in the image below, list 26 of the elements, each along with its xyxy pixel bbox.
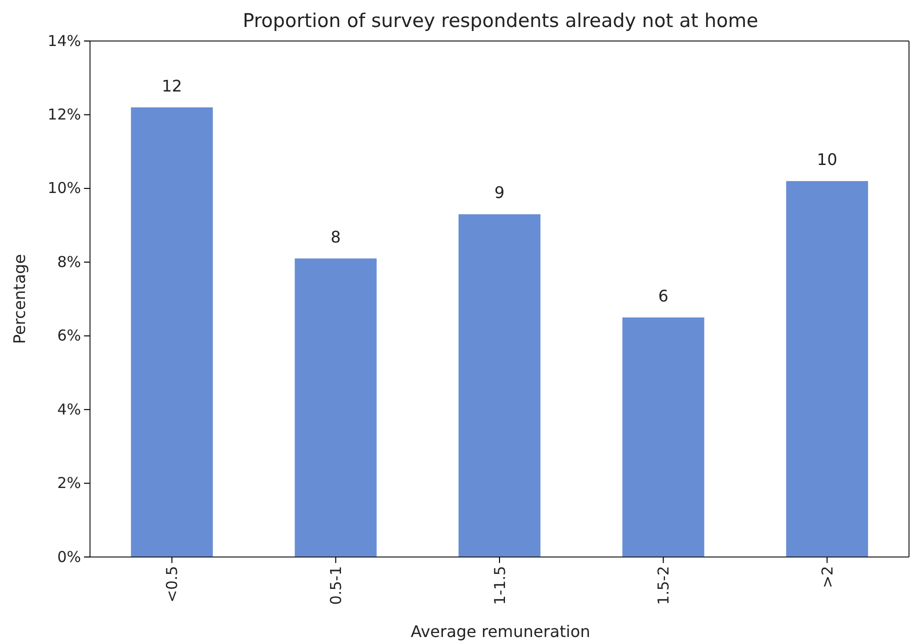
bar (622, 317, 704, 557)
x-tick-label: 0.5-1 (326, 566, 345, 605)
bar (130, 107, 213, 557)
x-tick-label: >2 (818, 566, 836, 588)
y-axis-title: Percentage (10, 254, 29, 344)
bar (458, 214, 540, 557)
y-tick-label: 6% (57, 326, 81, 345)
y-tick-label: 2% (57, 474, 81, 492)
data-label: 6 (658, 286, 668, 306)
y-tick-label: 4% (57, 400, 81, 418)
y-tick-label: 8% (57, 252, 81, 271)
y-tick-label: 10% (48, 179, 81, 198)
data-label: 10 (816, 150, 838, 170)
x-tick-label: 1-1.5 (490, 566, 509, 605)
x-axis-title: Average remuneration (410, 622, 590, 641)
y-tick-label: 0% (57, 548, 81, 566)
data-label: 8 (330, 227, 341, 246)
data-label: 9 (494, 183, 505, 202)
bar (786, 181, 868, 557)
bar (294, 258, 377, 557)
y-tick-label: 12% (48, 106, 81, 124)
chart-title: Proportion of survey respondents already not at home (242, 10, 758, 32)
x-tick-label: <0.5 (163, 566, 182, 602)
y-tick-label: 14% (48, 32, 81, 50)
data-label: 12 (162, 76, 182, 96)
x-tick-label: 1.5-2 (654, 566, 673, 605)
